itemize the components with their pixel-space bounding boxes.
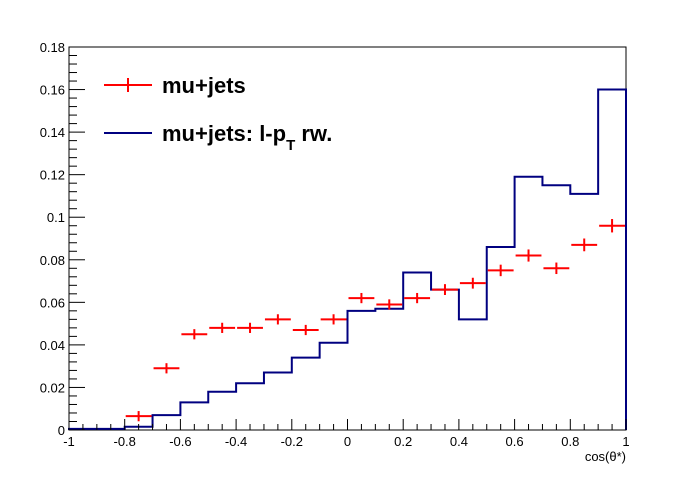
x-tick-label: -0.6 bbox=[169, 434, 191, 449]
series-mu-jets-point bbox=[125, 411, 152, 422]
legend-label-mu-jets-rw-main: mu+jets: l-p bbox=[162, 121, 286, 146]
x-axis-label: cos(θ*) bbox=[585, 449, 626, 464]
series-layer bbox=[68, 88, 627, 430]
x-tick-label: 0 bbox=[344, 434, 351, 449]
axis-layer: -1 -0.8 -0.6 -0.4 -0.2 0 0.2 0.4 0.6 0.8 1 0 0.02 0.0… bbox=[40, 40, 630, 449]
series-mu-jets-point bbox=[153, 363, 180, 374]
legend-label-mu-jets-rw-sub: T bbox=[286, 137, 295, 154]
y-tick-label: 0.16 bbox=[40, 83, 65, 98]
series-mu-jets-point bbox=[487, 264, 514, 277]
series-mu-jets-point bbox=[292, 324, 319, 336]
series-mu-jets-point bbox=[181, 329, 208, 340]
series-mu-jets-rw-step bbox=[68, 88, 627, 430]
y-tick-label: 0.06 bbox=[40, 295, 65, 310]
y-tick-label: 0.02 bbox=[40, 380, 65, 395]
y-tick-label: 0.1 bbox=[47, 210, 65, 225]
series-mu-jets-point bbox=[264, 314, 291, 325]
legend-label-mu-jets: mu+jets bbox=[162, 73, 246, 98]
y-tick-label: 0.14 bbox=[40, 125, 65, 140]
x-tick-label: -1 bbox=[63, 434, 75, 449]
series-mu-jets-point bbox=[320, 314, 347, 325]
series-mu-jets-point bbox=[348, 292, 375, 304]
series-mu-jets-point bbox=[376, 299, 403, 310]
y-tick-label: 0.08 bbox=[40, 253, 65, 268]
series-mu-jets-point bbox=[571, 238, 598, 252]
series-mu-jets-point bbox=[599, 219, 625, 233]
y-tick-label: 0 bbox=[58, 423, 65, 438]
legend-label-mu-jets-rw: mu+jets: l-pT rw. bbox=[162, 121, 332, 154]
x-tick-label: 0.2 bbox=[394, 434, 412, 449]
series-mu-jets-point bbox=[404, 292, 431, 304]
x-tick-label: -0.2 bbox=[281, 434, 303, 449]
plot-border bbox=[68, 46, 627, 431]
legend: mu+jets mu+jets: l-pT rw. bbox=[104, 73, 332, 154]
x-tick-label: 0.6 bbox=[506, 434, 524, 449]
series-mu-jets-point bbox=[543, 262, 570, 275]
x-tick-label: -0.8 bbox=[113, 434, 135, 449]
y-tick-label: 0.12 bbox=[40, 168, 65, 183]
x-tick-label: -0.4 bbox=[225, 434, 247, 449]
series-mu-jets-point bbox=[515, 249, 542, 262]
plot-frame bbox=[68, 46, 627, 431]
series-mu-jets-point bbox=[432, 284, 458, 295]
x-tick-label: 1 bbox=[622, 434, 629, 449]
x-tick-label: 0.4 bbox=[450, 434, 468, 449]
series-mu-jets-point bbox=[459, 277, 486, 289]
legend-label-mu-jets-rw-suffix: rw. bbox=[295, 121, 332, 146]
series-mu-jets-point bbox=[237, 322, 263, 333]
x-tick-label: 0.8 bbox=[561, 434, 579, 449]
y-tick-label: 0.04 bbox=[40, 338, 65, 353]
series-mu-jets-point bbox=[209, 322, 236, 333]
y-tick-label: 0.18 bbox=[40, 40, 65, 55]
